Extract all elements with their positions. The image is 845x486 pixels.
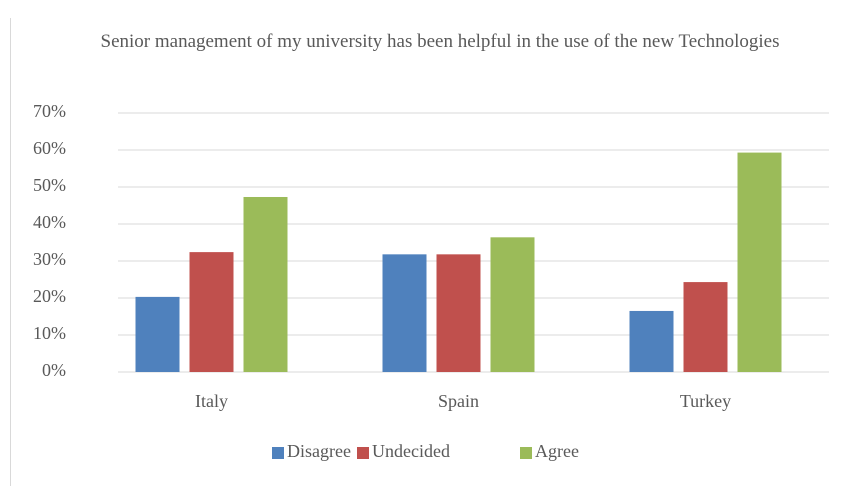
legend-label: Agree: [535, 441, 579, 461]
y-tick-label: 10%: [33, 323, 66, 343]
legend-swatch: [520, 447, 532, 459]
y-tick-label: 30%: [33, 249, 66, 269]
bar: [436, 254, 481, 372]
bar: [683, 282, 728, 372]
legend-label: Disagree: [287, 441, 351, 461]
legend-swatch: [272, 447, 284, 459]
y-tick-label: 0%: [42, 360, 66, 380]
bar: [135, 296, 180, 372]
bar: [243, 196, 288, 372]
legend-label: Undecided: [372, 441, 450, 461]
chart-title: Senior management of my university has b…: [100, 31, 780, 52]
bar: [189, 252, 234, 372]
bar: [490, 237, 535, 372]
y-tick-label: 40%: [33, 212, 66, 232]
bar: [737, 152, 782, 372]
y-tick-label: 60%: [33, 138, 66, 158]
y-tick-label: 70%: [33, 101, 66, 121]
bar: [382, 254, 427, 372]
y-tick-label: 50%: [33, 175, 66, 195]
x-tick-label: Spain: [438, 391, 479, 411]
legend-swatch: [357, 447, 369, 459]
y-tick-label: 20%: [33, 286, 66, 306]
x-tick-label: Turkey: [680, 391, 731, 411]
x-tick-label: Italy: [195, 391, 228, 411]
bar: [629, 310, 674, 372]
